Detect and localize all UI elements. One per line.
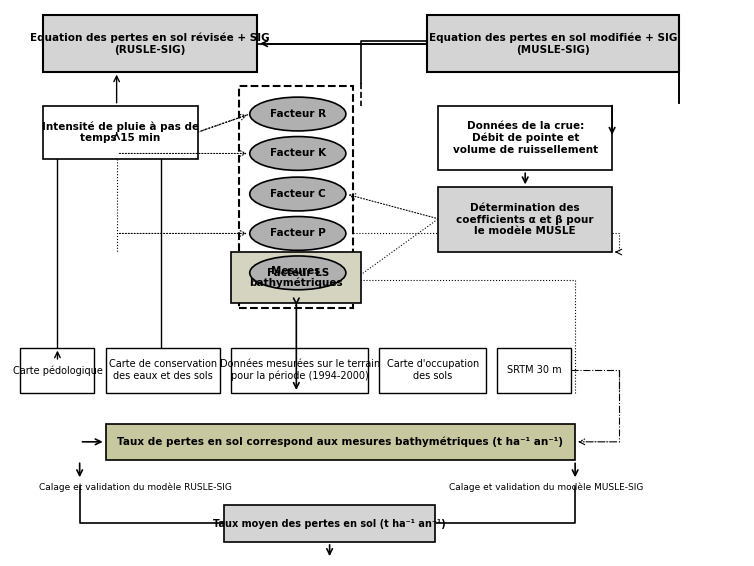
- FancyBboxPatch shape: [43, 106, 198, 159]
- FancyBboxPatch shape: [106, 424, 575, 460]
- Ellipse shape: [250, 136, 346, 170]
- FancyBboxPatch shape: [231, 348, 368, 393]
- FancyBboxPatch shape: [438, 106, 612, 170]
- Text: Facteur C: Facteur C: [270, 189, 326, 199]
- Ellipse shape: [250, 97, 346, 131]
- Text: Facteur LS: Facteur LS: [267, 268, 329, 278]
- Text: Intensité de pluie à pas de
temps 15 min: Intensité de pluie à pas de temps 15 min: [41, 121, 199, 143]
- Text: Facteur K: Facteur K: [270, 148, 326, 158]
- Text: Facteur R: Facteur R: [270, 109, 326, 119]
- FancyBboxPatch shape: [438, 187, 612, 252]
- Ellipse shape: [250, 177, 346, 211]
- Text: Facteur P: Facteur P: [270, 229, 326, 238]
- Text: Taux de pertes en sol correspond aux mesures bathymétriques (t ha⁻¹ an⁻¹): Taux de pertes en sol correspond aux mes…: [118, 437, 563, 447]
- FancyBboxPatch shape: [106, 348, 220, 393]
- FancyBboxPatch shape: [428, 15, 679, 72]
- Ellipse shape: [250, 217, 346, 250]
- Ellipse shape: [250, 256, 346, 290]
- FancyBboxPatch shape: [224, 505, 434, 542]
- FancyBboxPatch shape: [231, 252, 360, 303]
- FancyBboxPatch shape: [498, 348, 572, 393]
- Text: Mesures
bathymétriques: Mesures bathymétriques: [249, 266, 343, 289]
- FancyBboxPatch shape: [379, 348, 486, 393]
- FancyBboxPatch shape: [20, 348, 94, 393]
- Text: Calage et validation du modèle MUSLE-SIG: Calage et validation du modèle MUSLE-SIG: [449, 482, 644, 492]
- Text: SRTM 30 m: SRTM 30 m: [507, 365, 562, 375]
- Text: Carte pédologique: Carte pédologique: [13, 365, 103, 376]
- Text: Equation des pertes en sol modifiée + SIG
(MUSLE-SIG): Equation des pertes en sol modifiée + SI…: [429, 33, 677, 55]
- Text: Equation des pertes en sol révisée + SIG
(RUSLE-SIG): Equation des pertes en sol révisée + SIG…: [30, 33, 270, 55]
- Text: Détermination des
coefficients α et β pour
le modèle MUSLE: Détermination des coefficients α et β po…: [456, 203, 594, 236]
- FancyBboxPatch shape: [43, 15, 257, 72]
- Text: Carte d'occupation
des sols: Carte d'occupation des sols: [387, 359, 479, 381]
- Text: Données de la crue:
Débit de pointe et
volume de ruissellement: Données de la crue: Débit de pointe et v…: [452, 121, 598, 155]
- Text: Taux moyen des pertes en sol (t ha⁻¹ an⁻¹): Taux moyen des pertes en sol (t ha⁻¹ an⁻…: [213, 519, 446, 529]
- Text: Carte de conservation
des eaux et des sols: Carte de conservation des eaux et des so…: [109, 359, 217, 381]
- Text: Calage et validation du modèle RUSLE-SIG: Calage et validation du modèle RUSLE-SIG: [39, 482, 231, 492]
- Text: Données mesurées sur le terrain
pour la période (1994-2000): Données mesurées sur le terrain pour la …: [219, 359, 380, 381]
